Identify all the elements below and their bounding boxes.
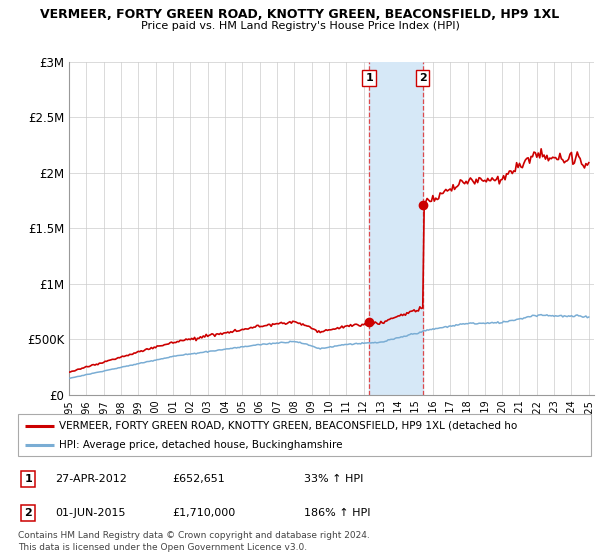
Text: 1: 1 [25,474,32,484]
FancyBboxPatch shape [18,414,591,456]
Text: 2: 2 [25,508,32,518]
Text: Contains HM Land Registry data © Crown copyright and database right 2024.
This d: Contains HM Land Registry data © Crown c… [18,531,370,552]
Text: Price paid vs. HM Land Registry's House Price Index (HPI): Price paid vs. HM Land Registry's House … [140,21,460,31]
Text: 1: 1 [365,73,373,83]
Text: HPI: Average price, detached house, Buckinghamshire: HPI: Average price, detached house, Buck… [59,440,343,450]
Bar [369,62,423,395]
Text: VERMEER, FORTY GREEN ROAD, KNOTTY GREEN, BEACONSFIELD, HP9 1XL (detached ho: VERMEER, FORTY GREEN ROAD, KNOTTY GREEN,… [59,421,518,431]
Text: 27-APR-2012: 27-APR-2012 [55,474,127,484]
Text: £1,710,000: £1,710,000 [173,508,236,518]
Text: 186% ↑ HPI: 186% ↑ HPI [305,508,371,518]
Text: 01-JUN-2015: 01-JUN-2015 [55,508,126,518]
Text: £652,651: £652,651 [173,474,226,484]
Text: 33% ↑ HPI: 33% ↑ HPI [305,474,364,484]
Text: 2: 2 [419,73,427,83]
Text: VERMEER, FORTY GREEN ROAD, KNOTTY GREEN, BEACONSFIELD, HP9 1XL: VERMEER, FORTY GREEN ROAD, KNOTTY GREEN,… [40,8,560,21]
